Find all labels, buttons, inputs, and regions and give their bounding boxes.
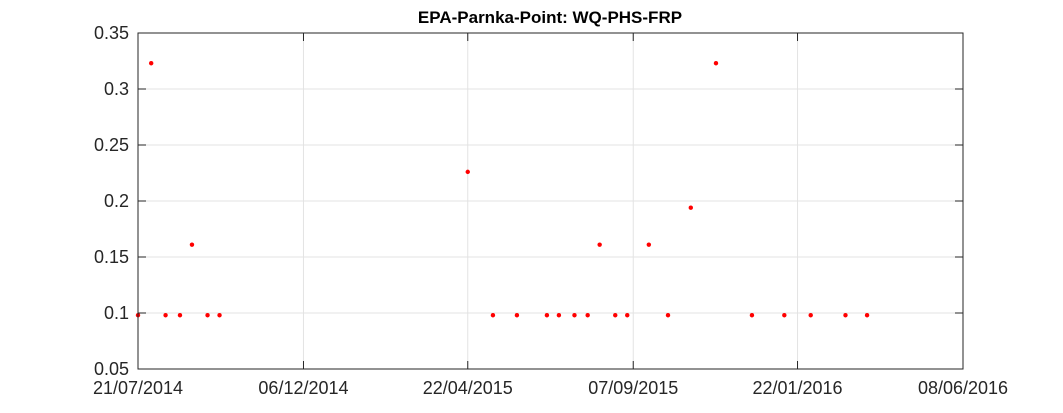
x-tick-label: 08/06/2016 [918, 378, 1008, 398]
data-point [782, 313, 787, 318]
data-point [613, 313, 618, 318]
data-point [688, 205, 693, 210]
chart-title: EPA-Parnka-Point: WQ-PHS-FRP [418, 8, 682, 27]
x-tick-label: 21/07/2014 [93, 378, 183, 398]
x-tick-label: 07/09/2015 [588, 378, 678, 398]
y-tick-labels: 0.05 0.1 0.15 0.2 0.25 0.3 0.35 [94, 23, 129, 379]
data-point [864, 313, 870, 318]
data-point [217, 313, 222, 318]
y-tick-label: 0.2 [104, 191, 129, 211]
data-point [544, 313, 550, 318]
x-tick-label: 06/12/2014 [258, 378, 348, 398]
data-point [843, 313, 848, 318]
y-tick-label: 0.3 [104, 79, 129, 99]
data-point [177, 313, 183, 318]
data-point [465, 169, 470, 175]
y-tick-label: 0.1 [104, 303, 129, 323]
y-tick-label: 0.05 [94, 359, 129, 379]
data-point [163, 313, 168, 318]
data-point [625, 313, 630, 318]
x-tick-label: 22/01/2016 [752, 378, 842, 398]
axis-ticks [137, 32, 964, 370]
data-point [572, 313, 577, 318]
data-point [189, 242, 195, 247]
data-point [713, 61, 719, 66]
data-point [148, 61, 154, 66]
x-tick-labels: 21/07/2014 06/12/2014 22/04/2015 07/09/2015… [93, 378, 1008, 398]
data-point [646, 242, 652, 247]
data-point [556, 313, 562, 318]
data-point [597, 242, 602, 247]
data-point [585, 313, 590, 318]
data-point [490, 313, 496, 318]
y-tick-label: 0.25 [94, 135, 129, 155]
data-points [135, 61, 870, 318]
data-point [808, 313, 813, 318]
data-point [514, 313, 520, 318]
y-tick-label: 0.35 [94, 23, 129, 43]
data-point [205, 313, 210, 318]
data-point [749, 313, 755, 318]
data-point [665, 313, 671, 318]
y-tick-label: 0.15 [94, 247, 129, 267]
x-tick-label: 22/04/2015 [423, 378, 513, 398]
